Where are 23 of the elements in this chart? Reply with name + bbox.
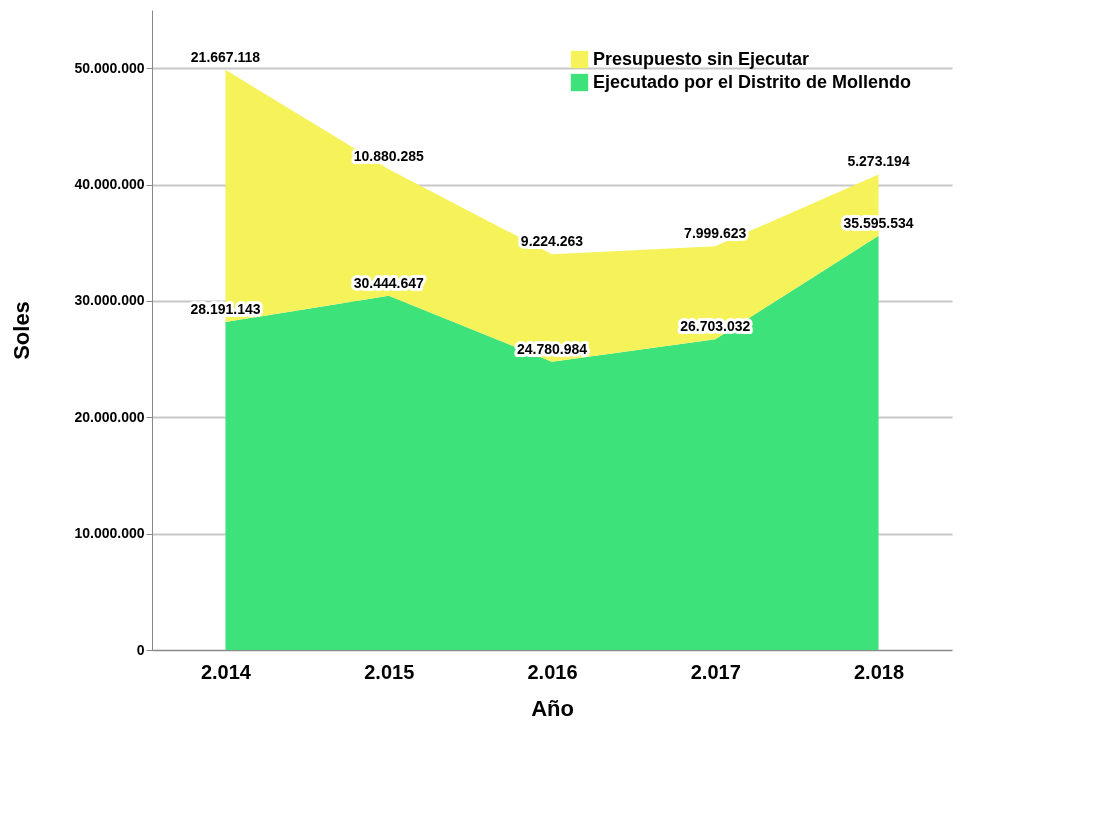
x-tick-label: 2.017	[690, 660, 741, 683]
data-label: 7.999.623	[684, 225, 747, 242]
data-label: 24.780.984	[516, 340, 588, 357]
data-label: 9.224.263	[520, 233, 584, 250]
y-tick-label: 40.000.000	[74, 176, 145, 193]
data-label: 30.444.647	[353, 274, 424, 291]
data-label: 5.273.194	[847, 153, 910, 170]
x-tick-label: 2.014	[200, 660, 252, 683]
data-label: 21.667.118	[190, 48, 261, 65]
data-label: 28.191.143	[190, 300, 261, 317]
x-axis-title: Año	[531, 695, 574, 721]
data-label: 35.595.534	[843, 214, 914, 231]
x-tick-label: 2.015	[364, 660, 415, 683]
x-tick-label: 2.016	[527, 660, 578, 683]
y-tick-label: 50.000.000	[74, 59, 145, 76]
y-tick-label: 20.000.000	[74, 408, 145, 425]
y-tick-label: 30.000.000	[74, 292, 145, 309]
y-tick-label: 10.000.000	[74, 525, 145, 542]
legend-label: Ejecutado por el Distrito de Mollendo	[593, 71, 912, 92]
y-axis-title: Soles	[9, 301, 35, 360]
y-tick-label: 0	[136, 641, 145, 658]
legend-label: Presupuesto sin Ejecutar	[593, 48, 810, 69]
x-tick-label: 2.018	[854, 660, 905, 683]
